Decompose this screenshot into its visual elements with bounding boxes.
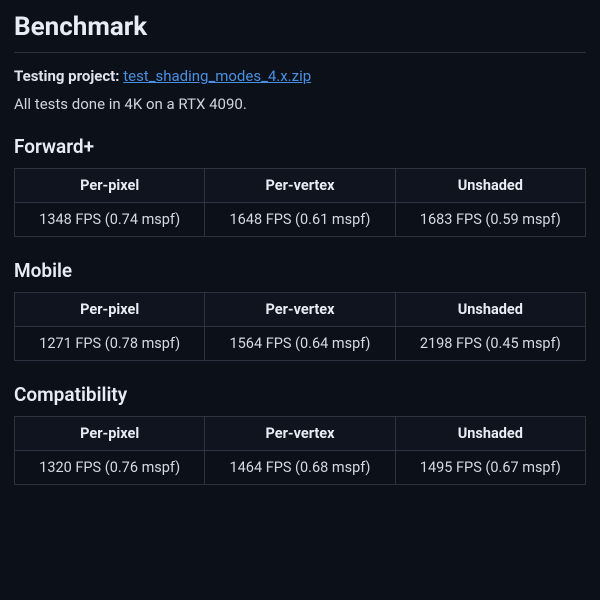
table-cell: 2198 FPS (0.45 mspf): [395, 327, 585, 361]
table-header-cell: Unshaded: [395, 417, 585, 451]
section-heading: Compatibility: [14, 383, 586, 406]
table-cell: 1348 FPS (0.74 mspf): [15, 203, 205, 237]
table-header-cell: Per-pixel: [15, 169, 205, 203]
table-cell: 1648 FPS (0.61 mspf): [205, 203, 395, 237]
table-header-cell: Unshaded: [395, 293, 585, 327]
section-heading: Forward+: [14, 135, 586, 158]
table-header-cell: Per-pixel: [15, 417, 205, 451]
table-header-cell: Per-vertex: [205, 293, 395, 327]
section-heading: Mobile: [14, 259, 586, 282]
table-row: 1320 FPS (0.76 mspf)1464 FPS (0.68 mspf)…: [15, 451, 586, 485]
table-header-cell: Unshaded: [395, 169, 585, 203]
table-cell: 1271 FPS (0.78 mspf): [15, 327, 205, 361]
benchmark-table: Per-pixelPer-vertexUnshaded1348 FPS (0.7…: [14, 168, 586, 237]
table-header-cell: Per-pixel: [15, 293, 205, 327]
table-header-cell: Per-vertex: [205, 169, 395, 203]
benchmark-table: Per-pixelPer-vertexUnshaded1271 FPS (0.7…: [14, 292, 586, 361]
description-text: All tests done in 4K on a RTX 4090.: [14, 95, 586, 113]
table-cell: 1464 FPS (0.68 mspf): [205, 451, 395, 485]
table-cell: 1320 FPS (0.76 mspf): [15, 451, 205, 485]
table-header-cell: Per-vertex: [205, 417, 395, 451]
table-row: 1348 FPS (0.74 mspf)1648 FPS (0.61 mspf)…: [15, 203, 586, 237]
benchmark-table: Per-pixelPer-vertexUnshaded1320 FPS (0.7…: [14, 416, 586, 485]
testing-project-link[interactable]: test_shading_modes_4.x.zip: [123, 67, 311, 85]
table-cell: 1564 FPS (0.64 mspf): [205, 327, 395, 361]
table-row: 1271 FPS (0.78 mspf)1564 FPS (0.64 mspf)…: [15, 327, 586, 361]
table-cell: 1495 FPS (0.67 mspf): [395, 451, 585, 485]
table-cell: 1683 FPS (0.59 mspf): [395, 203, 585, 237]
page-title: Benchmark: [14, 12, 586, 53]
testing-project-line: Testing project: test_shading_modes_4.x.…: [14, 67, 586, 85]
testing-project-label: Testing project:: [14, 67, 123, 85]
